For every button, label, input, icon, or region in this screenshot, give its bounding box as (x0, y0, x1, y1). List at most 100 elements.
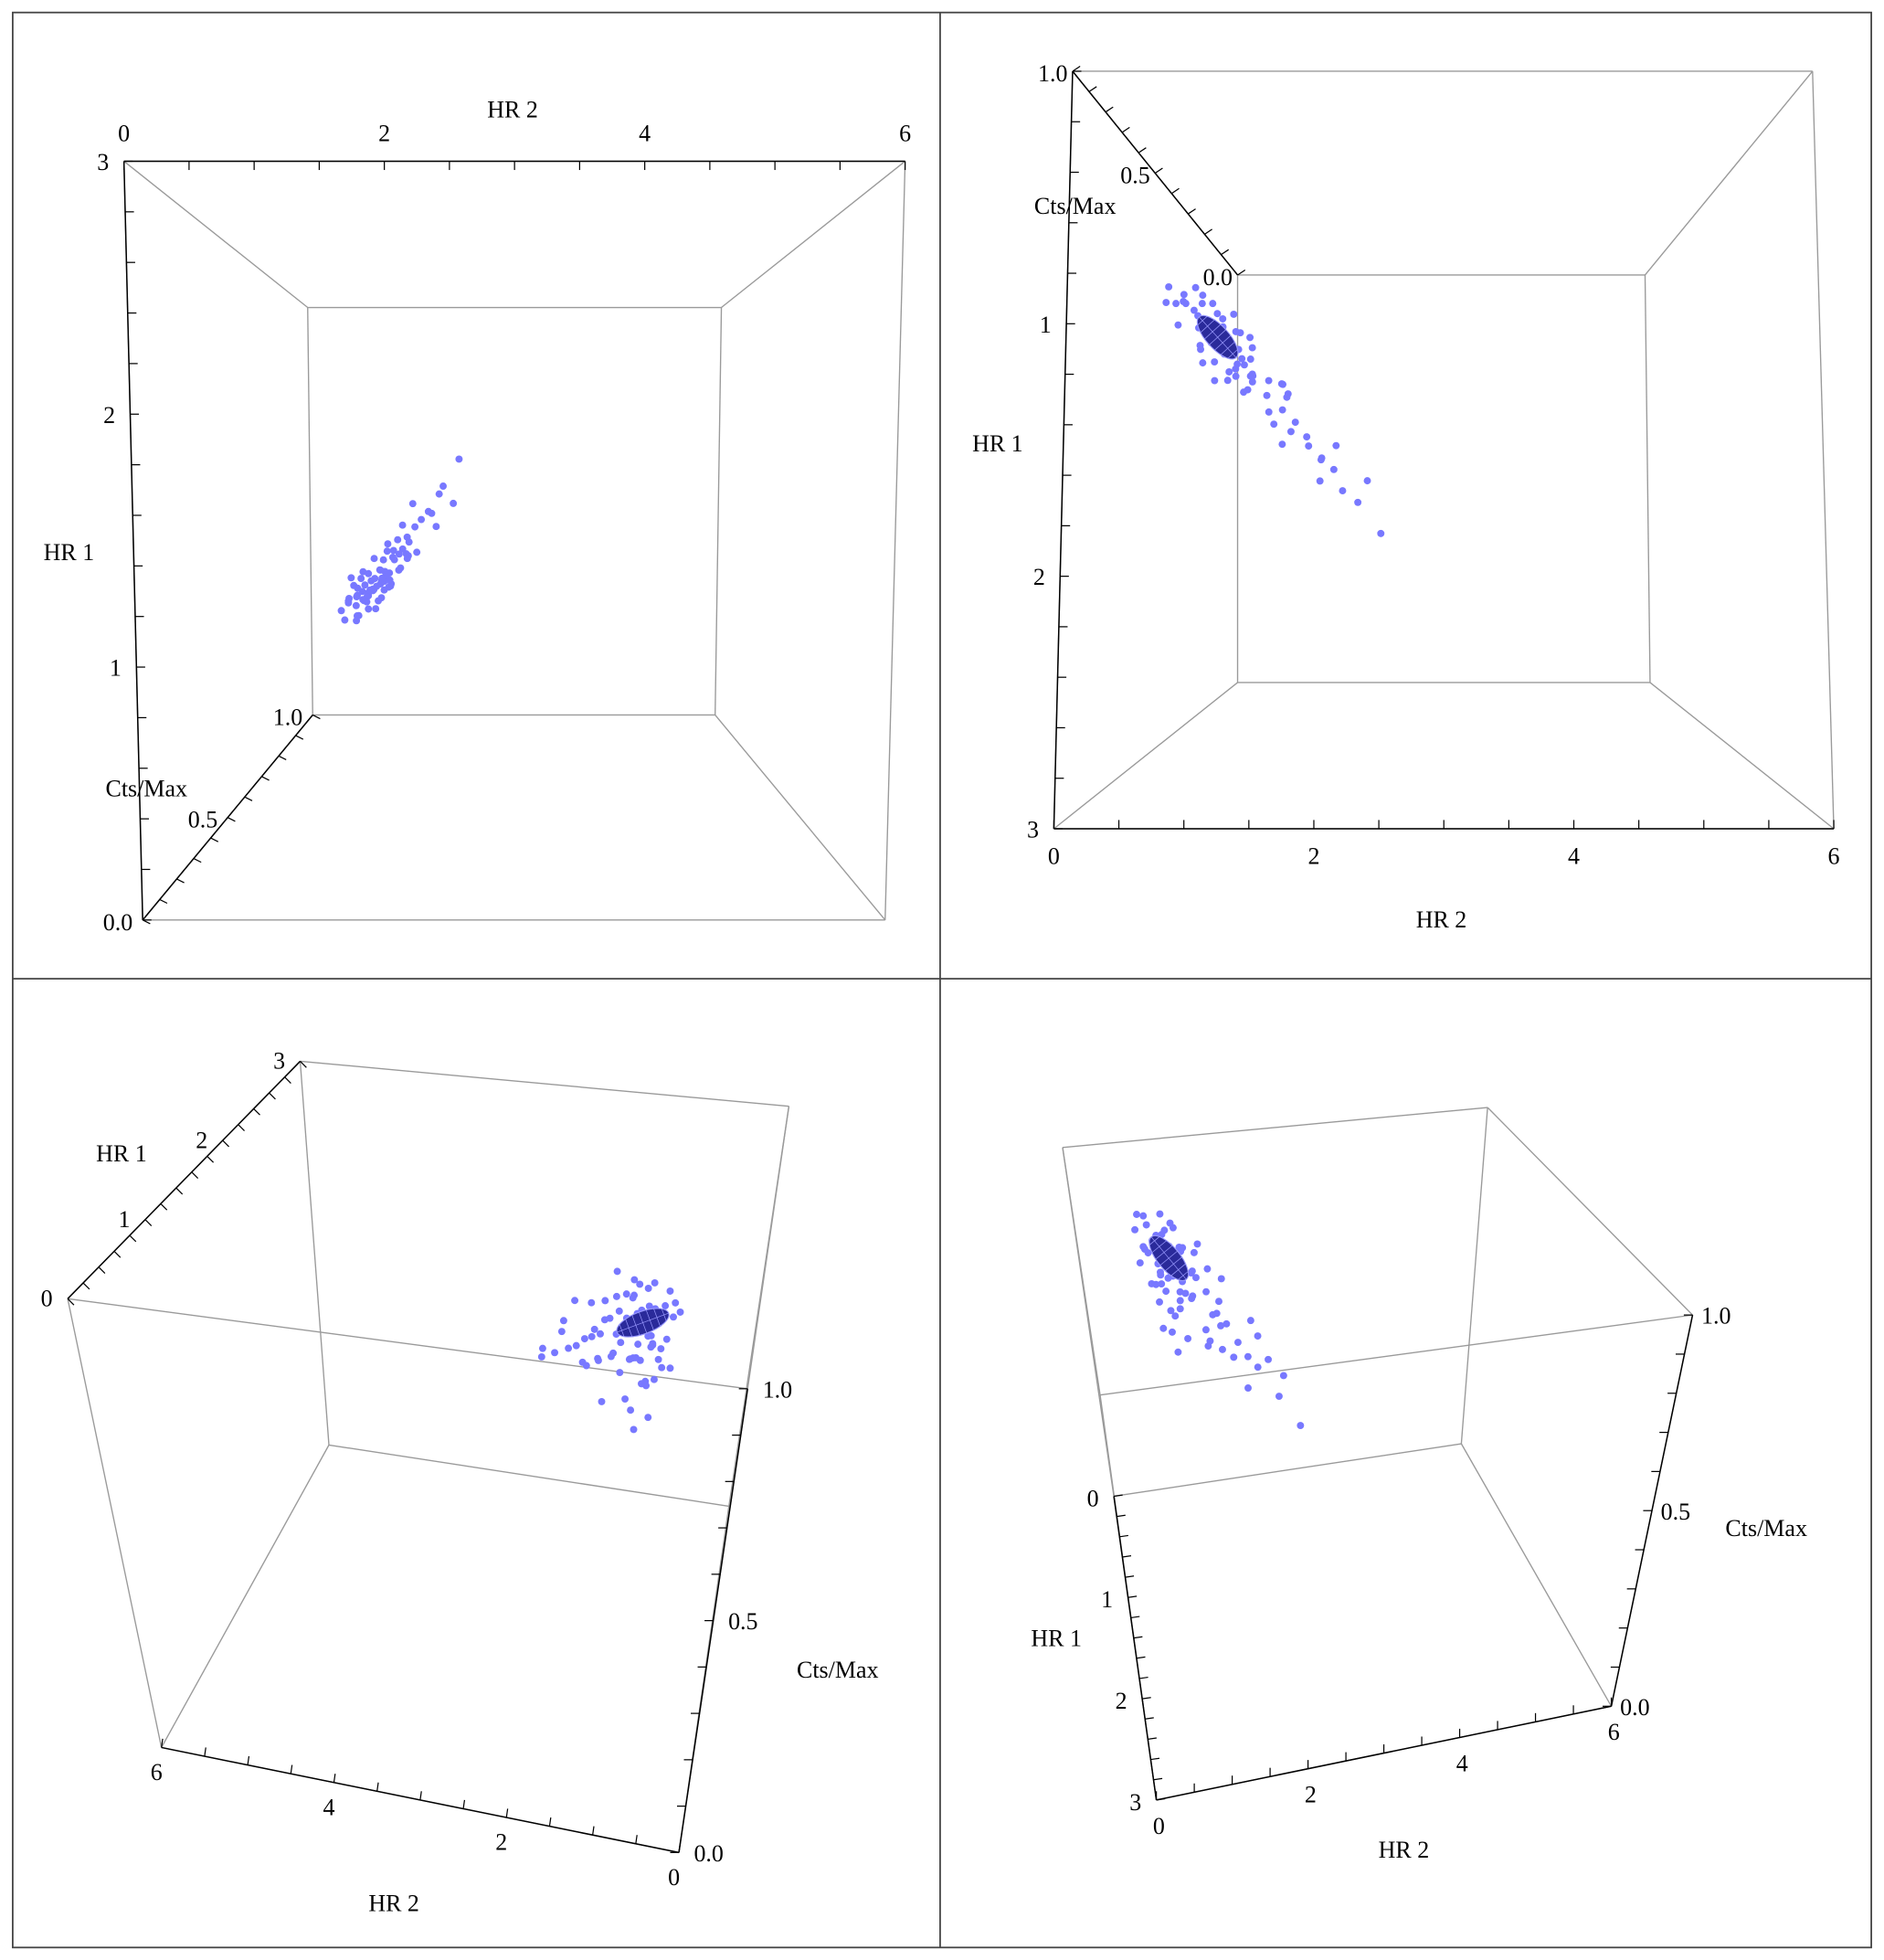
data-point (394, 535, 402, 544)
data-point (1180, 291, 1188, 299)
tick-label-z: 0.0 (1203, 264, 1233, 291)
box-edge (161, 1445, 330, 1748)
box-edge (300, 1060, 789, 1107)
data-point (1211, 376, 1219, 385)
data-point (1209, 1310, 1217, 1319)
data-point (357, 575, 365, 583)
data-point (644, 1285, 652, 1292)
panel-view-top: HR 2 HR 1 Cts/Max 0 2 4 6 1 2 3 1.0 0.5 0.0 (972, 60, 1839, 933)
data-point (597, 1330, 604, 1338)
data-point (538, 1344, 546, 1352)
axis-tick-z (176, 878, 185, 884)
data-point (388, 554, 397, 561)
axis-tick-y (1117, 1514, 1126, 1518)
axis-tick-x (505, 1808, 509, 1818)
panel-view-oblique-right: HR 2 HR 1 Cts/Max 0 2 4 6 0 1 2 3 0.0 0.5 1.0 (1031, 1107, 1807, 1863)
data-point (572, 1341, 580, 1350)
axis-tick-x (548, 1817, 552, 1827)
data-point (1236, 329, 1244, 337)
data-point (384, 540, 392, 548)
data-point (1232, 372, 1240, 380)
box-edge (1460, 1107, 1488, 1445)
data-point (644, 1414, 652, 1422)
axis-tick-x (376, 1782, 379, 1792)
data-point (354, 584, 362, 592)
data-point (450, 499, 458, 507)
data-point (1248, 344, 1256, 352)
data-point (337, 607, 345, 615)
axis-line-y (67, 1060, 302, 1299)
data-point (1270, 420, 1278, 429)
tick-label-y: 0 (1087, 1485, 1099, 1511)
axis-tick-z (227, 817, 236, 822)
data-point (1203, 1265, 1212, 1273)
data-point (601, 1297, 609, 1305)
data-point (435, 490, 443, 498)
data-point (650, 1375, 658, 1383)
axis-tick-y (82, 1282, 90, 1290)
axis-tick-y (160, 1202, 168, 1211)
axis-tick-z (244, 796, 253, 801)
tick-label-y: 1 (110, 655, 122, 682)
data-point (612, 1292, 620, 1300)
data-point (559, 1317, 567, 1325)
data-point (587, 1332, 596, 1340)
bounding-box (1053, 70, 1835, 830)
axis-tick-z (1138, 147, 1147, 154)
data-point (1217, 1321, 1225, 1330)
data-point (645, 1302, 653, 1310)
data-point (1230, 310, 1238, 318)
tick-label-x: 2 (378, 121, 390, 147)
axis-tick-y (284, 1076, 291, 1085)
tick-label-z: 0.5 (1120, 162, 1149, 188)
axis-tick-y (175, 1187, 184, 1195)
data-point (1159, 1324, 1168, 1332)
data-point (1240, 361, 1248, 369)
data-point (1190, 306, 1198, 314)
axis-tick-y (206, 1155, 215, 1163)
data-point (1199, 359, 1207, 367)
tick-label-z: 0.0 (103, 909, 132, 936)
data-point (1179, 1244, 1187, 1252)
data-point (587, 1298, 596, 1307)
box-edge (714, 307, 723, 715)
data-point (630, 1291, 639, 1299)
axis-tick-x (161, 1738, 164, 1748)
tick-label-x: 2 (1307, 842, 1319, 869)
axis-tick-y (1130, 1616, 1140, 1619)
box-edge (1644, 274, 1651, 683)
axis-title-cts: Cts/Max (1034, 193, 1117, 219)
tick-label-y: 1 (118, 1206, 130, 1233)
data-point (380, 586, 388, 594)
data-point (1254, 1363, 1262, 1372)
data-point (1244, 1384, 1252, 1392)
axis-tick-z (295, 735, 304, 740)
data-point (1174, 1348, 1182, 1356)
axis-tick-x (204, 1747, 206, 1757)
data-point (376, 580, 385, 588)
axis-tick-x (419, 1791, 422, 1800)
axis-tick-y (300, 1060, 307, 1068)
data-point (580, 1335, 588, 1343)
data-point (1275, 1393, 1283, 1401)
data-point (1192, 1274, 1200, 1282)
box-edge (1644, 70, 1814, 276)
axis-tick-z (278, 755, 287, 761)
data-point (1198, 300, 1206, 308)
data-point (1222, 1319, 1231, 1328)
axis-tick-z (1072, 65, 1081, 72)
data-point (378, 574, 386, 582)
density-surface (616, 1308, 670, 1338)
axis-tick-y (1125, 1575, 1135, 1578)
axis-tick-y (1127, 1595, 1138, 1598)
data-point (1246, 1317, 1254, 1325)
data-point (1297, 1422, 1305, 1430)
data-point (634, 1340, 642, 1349)
data-point (1248, 377, 1256, 386)
data-point (1246, 355, 1254, 363)
data-point (1263, 391, 1271, 399)
tick-label-y: 0 (41, 1286, 53, 1312)
data-point (1188, 1295, 1196, 1303)
point-cloud (1162, 282, 1385, 537)
tick-label-x: 2 (495, 1829, 507, 1856)
